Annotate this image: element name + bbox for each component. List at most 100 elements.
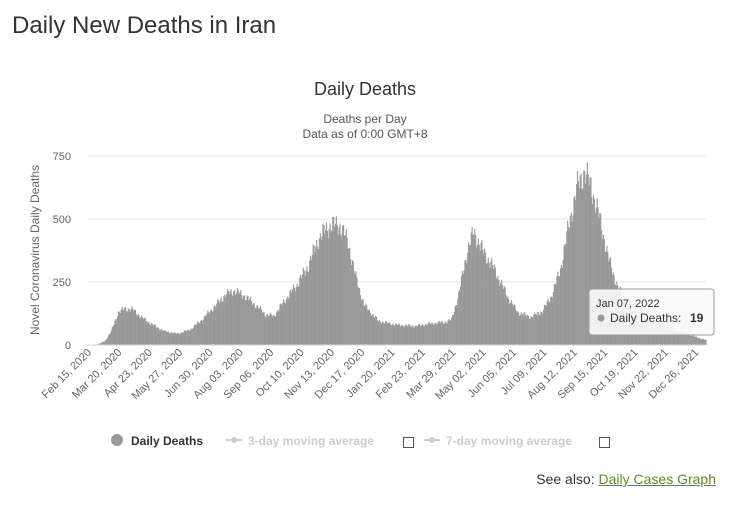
- bar[interactable]: [375, 315, 377, 345]
- bar[interactable]: [334, 223, 337, 345]
- bar[interactable]: [664, 328, 666, 345]
- bar[interactable]: [293, 287, 295, 345]
- bar[interactable]: [434, 322, 437, 345]
- bar[interactable]: [688, 334, 690, 345]
- bar[interactable]: [451, 317, 453, 345]
- bar[interactable]: [578, 187, 580, 345]
- bar[interactable]: [292, 289, 294, 345]
- bar[interactable]: [342, 225, 344, 345]
- bar[interactable]: [539, 314, 541, 345]
- bar[interactable]: [368, 309, 371, 345]
- bar[interactable]: [225, 297, 227, 345]
- bar[interactable]: [436, 324, 438, 345]
- bar[interactable]: [600, 213, 602, 345]
- bar[interactable]: [429, 323, 431, 345]
- bar[interactable]: [524, 312, 526, 345]
- bar[interactable]: [588, 185, 590, 345]
- bar[interactable]: [358, 287, 360, 345]
- bar[interactable]: [675, 330, 677, 345]
- bar[interactable]: [512, 306, 514, 345]
- bar[interactable]: [108, 333, 111, 345]
- bar[interactable]: [428, 322, 430, 345]
- bar[interactable]: [518, 312, 520, 345]
- bar[interactable]: [500, 282, 502, 345]
- bar[interactable]: [122, 309, 124, 345]
- bar[interactable]: [584, 170, 586, 345]
- bar[interactable]: [284, 303, 287, 345]
- bar[interactable]: [598, 218, 600, 345]
- bar[interactable]: [534, 314, 537, 345]
- bar[interactable]: [230, 289, 232, 345]
- bar[interactable]: [170, 332, 172, 345]
- bar[interactable]: [125, 311, 128, 345]
- bar[interactable]: [685, 333, 688, 345]
- bar[interactable]: [492, 265, 494, 345]
- bar[interactable]: [136, 315, 138, 345]
- bar[interactable]: [190, 329, 192, 345]
- bar[interactable]: [575, 199, 577, 345]
- bar[interactable]: [324, 234, 326, 345]
- bar[interactable]: [522, 315, 524, 345]
- bar[interactable]: [100, 342, 103, 345]
- bar[interactable]: [468, 244, 471, 345]
- bar[interactable]: [278, 309, 280, 345]
- bar[interactable]: [557, 271, 559, 345]
- bar[interactable]: [209, 310, 212, 345]
- bar[interactable]: [344, 235, 346, 345]
- bar[interactable]: [245, 299, 247, 345]
- bar[interactable]: [677, 332, 680, 345]
- bar[interactable]: [364, 306, 366, 345]
- bar[interactable]: [340, 233, 342, 345]
- bar[interactable]: [517, 311, 519, 345]
- bar[interactable]: [221, 301, 223, 345]
- bar[interactable]: [311, 255, 313, 345]
- bar[interactable]: [593, 194, 595, 345]
- bar[interactable]: [549, 301, 551, 345]
- bar[interactable]: [301, 274, 304, 345]
- bar[interactable]: [551, 297, 554, 345]
- bar[interactable]: [421, 324, 423, 345]
- bar[interactable]: [569, 215, 571, 345]
- bar[interactable]: [443, 323, 446, 345]
- bar[interactable]: [493, 264, 496, 345]
- bar[interactable]: [267, 314, 269, 345]
- bar[interactable]: [146, 322, 148, 345]
- bar[interactable]: [568, 228, 571, 345]
- bar[interactable]: [214, 305, 216, 345]
- bar[interactable]: [405, 324, 407, 345]
- bar[interactable]: [434, 324, 436, 345]
- bar[interactable]: [470, 232, 472, 345]
- bar[interactable]: [249, 298, 251, 345]
- bar[interactable]: [198, 322, 200, 345]
- bar[interactable]: [426, 325, 429, 345]
- bar[interactable]: [210, 309, 212, 345]
- bar[interactable]: [581, 189, 583, 345]
- bar[interactable]: [410, 326, 412, 345]
- bar[interactable]: [259, 306, 262, 345]
- bar[interactable]: [206, 313, 208, 345]
- bar[interactable]: [681, 332, 683, 345]
- bar[interactable]: [187, 329, 189, 345]
- bar[interactable]: [351, 265, 353, 345]
- bar[interactable]: [349, 247, 351, 345]
- bar[interactable]: [473, 234, 475, 345]
- bar[interactable]: [515, 309, 517, 345]
- bar[interactable]: [690, 335, 692, 345]
- bar[interactable]: [584, 183, 587, 345]
- bar[interactable]: [513, 304, 515, 345]
- bar[interactable]: [107, 337, 109, 345]
- bar[interactable]: [248, 300, 250, 345]
- bar[interactable]: [115, 319, 117, 345]
- bar[interactable]: [176, 333, 179, 345]
- bar[interactable]: [203, 316, 205, 345]
- bar[interactable]: [216, 303, 218, 345]
- bar[interactable]: [395, 323, 397, 345]
- bar[interactable]: [132, 308, 134, 345]
- bar[interactable]: [193, 324, 195, 345]
- bar[interactable]: [516, 312, 518, 345]
- bar[interactable]: [590, 177, 592, 345]
- bar[interactable]: [310, 259, 312, 345]
- bar[interactable]: [317, 249, 320, 345]
- bar[interactable]: [150, 324, 152, 345]
- bar[interactable]: [255, 308, 257, 345]
